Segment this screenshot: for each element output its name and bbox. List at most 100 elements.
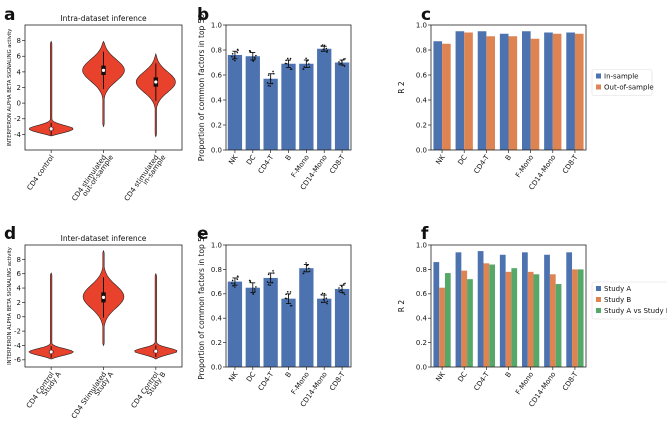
replicate-dot-e-6-1 bbox=[344, 282, 346, 285]
chart-title-a: Intra-dataset inference bbox=[60, 14, 147, 23]
replicate-dot-b-1-6 bbox=[252, 60, 255, 62]
replicate-dot-b-1-3 bbox=[254, 58, 256, 60]
panel-a-violin-chart: -4 -2 0 2 4 6 8 Intra-dataset inference INTERFER… bbox=[7, 14, 183, 203]
legend-label-c-0: In-sample bbox=[604, 73, 638, 81]
y-axis-label-b: Proportion of common factors in top 50 bbox=[197, 14, 206, 162]
bar-c-1-3 bbox=[508, 36, 518, 150]
replicate-dot-b-0-5 bbox=[233, 56, 236, 58]
bar-f-2-2 bbox=[489, 264, 495, 367]
x-tick-label-e-1: DC bbox=[245, 370, 258, 383]
bar-b-0-0 bbox=[227, 55, 243, 150]
violin-median-a-2 bbox=[154, 80, 158, 84]
replicate-dot-e-2-2 bbox=[272, 270, 274, 272]
bar-f-1-2 bbox=[483, 263, 490, 367]
replicate-dot-b-4-5 bbox=[305, 57, 307, 60]
y-tick-label-d-4: 2 bbox=[17, 299, 21, 307]
bar-f-0-3 bbox=[499, 254, 506, 367]
bar-f-1-5 bbox=[549, 274, 556, 367]
y-axis-label-a: INTERFERON ALPHA BETA SIGNALING activity bbox=[7, 29, 13, 147]
y-tick-label-c-2: 0.4 bbox=[416, 96, 428, 104]
y-tick-label-e-2: 0.4 bbox=[211, 315, 223, 323]
bar-f-0-5 bbox=[544, 254, 550, 367]
bar-c-1-0 bbox=[442, 43, 451, 150]
replicate-dot-e-1-4 bbox=[248, 279, 251, 282]
bar-b-0-4 bbox=[299, 63, 314, 150]
replicate-dot-b-6-0 bbox=[340, 62, 342, 65]
legend-swatch-f-2 bbox=[596, 308, 601, 313]
replicate-dot-b-2-5 bbox=[272, 72, 275, 75]
panel-label-c: c bbox=[421, 5, 431, 25]
replicate-dot-e-4-4 bbox=[308, 267, 310, 270]
panel-label-e: e bbox=[197, 224, 209, 244]
y-tick-label-a-1: -2 bbox=[14, 115, 21, 123]
bar-c-1-5 bbox=[552, 33, 562, 150]
y-tick-label-e-5: 1.0 bbox=[211, 241, 222, 249]
y-tick-label-c-4: 0.8 bbox=[416, 46, 427, 54]
replicate-dot-e-6-6 bbox=[343, 293, 346, 296]
replicate-dot-e-3-7 bbox=[289, 291, 292, 293]
bar-f-2-5 bbox=[555, 284, 562, 367]
bar-e-0-5 bbox=[317, 298, 332, 367]
y-tick-label-d-1: -4 bbox=[14, 342, 22, 350]
replicate-dot-b-5-5 bbox=[320, 50, 323, 53]
x-tick-label-b-0: NK bbox=[227, 153, 239, 166]
replicate-dot-b-0-4 bbox=[232, 58, 234, 61]
bar-f-2-1 bbox=[467, 279, 473, 367]
replicate-dot-b-5-0 bbox=[320, 45, 323, 47]
y-axis-label-f: R 2 bbox=[397, 300, 406, 313]
bar-c-1-6 bbox=[574, 33, 584, 150]
panel-label-b: b bbox=[197, 5, 209, 25]
x-tick-label-e-6: CD8-T bbox=[328, 370, 347, 392]
bar-f-2-6 bbox=[577, 269, 584, 367]
violin-a-0 bbox=[29, 40, 74, 137]
y-tick-label-a-4: 4 bbox=[17, 68, 22, 76]
x-tick-label-f-1: DC bbox=[456, 370, 469, 383]
y-tick-label-e-4: 0.8 bbox=[211, 266, 222, 274]
replicate-dot-b-4-7 bbox=[308, 66, 311, 68]
axes-frame-e bbox=[225, 244, 352, 368]
y-tick-label-b-3: 0.6 bbox=[211, 71, 223, 79]
bar-f-1-6 bbox=[572, 269, 578, 367]
replicate-dot-b-6-7 bbox=[340, 59, 343, 62]
replicate-dot-b-4-3 bbox=[302, 68, 305, 70]
replicate-dot-b-3-3 bbox=[285, 59, 287, 62]
replicate-dot-e-5-4 bbox=[326, 300, 329, 303]
x-tick-label-c-0: NK bbox=[435, 153, 447, 166]
replicate-dot-e-4-7 bbox=[308, 270, 311, 273]
violin-median-a-0 bbox=[49, 127, 53, 131]
y-tick-label-d-7: 8 bbox=[17, 256, 21, 264]
axes-frame-c bbox=[430, 24, 587, 151]
x-tick-label-c-1: DC bbox=[456, 153, 469, 166]
bar-c-0-4 bbox=[522, 31, 531, 150]
legend-label-f-0: Study A bbox=[604, 285, 631, 293]
replicate-dot-b-1-5 bbox=[253, 56, 256, 59]
bar-b-0-5 bbox=[317, 48, 332, 150]
x-tick-label-b-3: B bbox=[284, 153, 293, 162]
y-tick-label-b-4: 0.8 bbox=[211, 46, 222, 54]
replicate-dot-e-3-4 bbox=[287, 293, 290, 296]
legend-swatch-c-0 bbox=[596, 73, 601, 79]
y-tick-label-b-0: 0.0 bbox=[211, 146, 222, 154]
chart-title-d: Inter-dataset inference bbox=[61, 234, 147, 243]
y-tick-label-b-1: 0.2 bbox=[211, 121, 222, 129]
replicate-dot-e-4-5 bbox=[305, 262, 307, 264]
bar-f-1-1 bbox=[461, 270, 468, 367]
replicate-dot-e-4-2 bbox=[307, 263, 309, 266]
replicate-dot-b-2-1 bbox=[266, 82, 269, 84]
replicate-dot-b-6-6 bbox=[343, 65, 346, 68]
x-tick-label-e-3: B bbox=[284, 370, 293, 379]
y-axis-label-c: R 2 bbox=[397, 81, 406, 94]
y-tick-label-a-5: 6 bbox=[17, 53, 22, 61]
legend-c bbox=[591, 69, 653, 96]
replicate-dot-b-3-5 bbox=[289, 68, 292, 70]
replicate-dot-e-2-1 bbox=[266, 281, 269, 283]
legend-swatch-c-1 bbox=[596, 84, 601, 90]
panel-d-violin-chart: -6 -4 -2 0 2 4 6 8 Inter-dataset inference INTERF… bbox=[7, 234, 183, 420]
x-tick-label-c-6: CD8-T bbox=[561, 153, 580, 175]
replicate-dot-e-1-6 bbox=[252, 293, 255, 295]
y-tick-label-c-5: 1.0 bbox=[416, 21, 427, 29]
replicate-dot-e-0-2 bbox=[231, 279, 234, 282]
replicate-dot-e-5-5 bbox=[320, 301, 323, 304]
